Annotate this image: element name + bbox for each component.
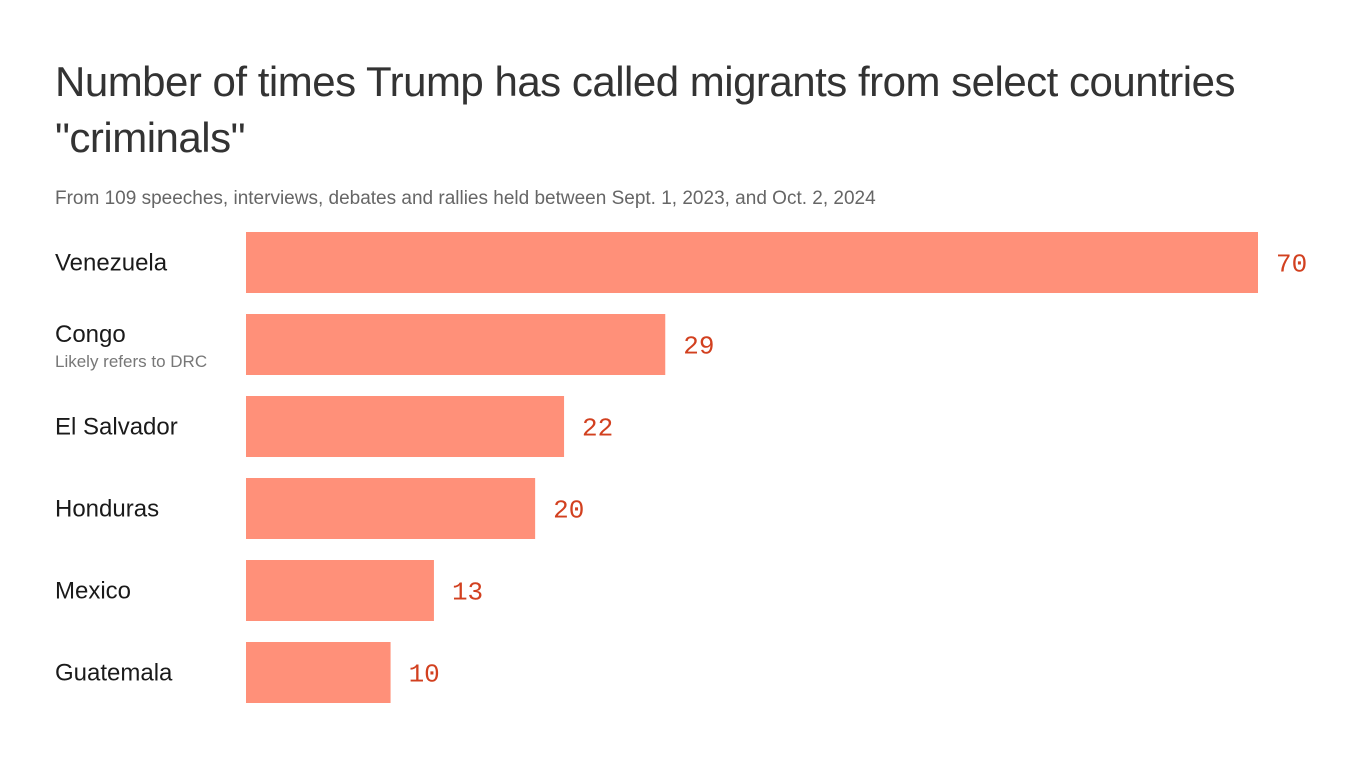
bar-row-congo: Congo Likely refers to DRC 29 [55, 314, 714, 375]
bar [246, 314, 666, 375]
value-label: 20 [553, 496, 584, 526]
bar [246, 642, 391, 703]
bar [246, 560, 434, 621]
value-label: 29 [683, 332, 714, 362]
category-label: Guatemala [55, 660, 173, 687]
value-label: 10 [409, 660, 440, 690]
category-label: Venezuela [55, 250, 168, 277]
value-label: 13 [452, 578, 483, 608]
bar-row-venezuela: Venezuela 70 [55, 232, 1307, 293]
bar [246, 232, 1258, 293]
category-label: Honduras [55, 496, 159, 523]
bar-row-mexico: Mexico 13 [55, 560, 483, 621]
bar-row-el-salvador: El Salvador 22 [55, 396, 613, 457]
bar [246, 396, 565, 457]
value-label: 22 [582, 414, 613, 444]
chart-title: Number of times Trump has called migrant… [55, 58, 1235, 161]
bar-row-guatemala: Guatemala 10 [55, 642, 440, 703]
category-label: Congo [55, 321, 126, 348]
value-label: 70 [1276, 250, 1307, 280]
chart-subtitle: From 109 speeches, interviews, debates a… [55, 188, 876, 209]
bar-row-honduras: Honduras 20 [55, 478, 584, 539]
category-note: Likely refers to DRC [55, 352, 207, 371]
category-label: Mexico [55, 578, 131, 605]
bar [246, 478, 536, 539]
category-label: El Salvador [55, 414, 178, 441]
